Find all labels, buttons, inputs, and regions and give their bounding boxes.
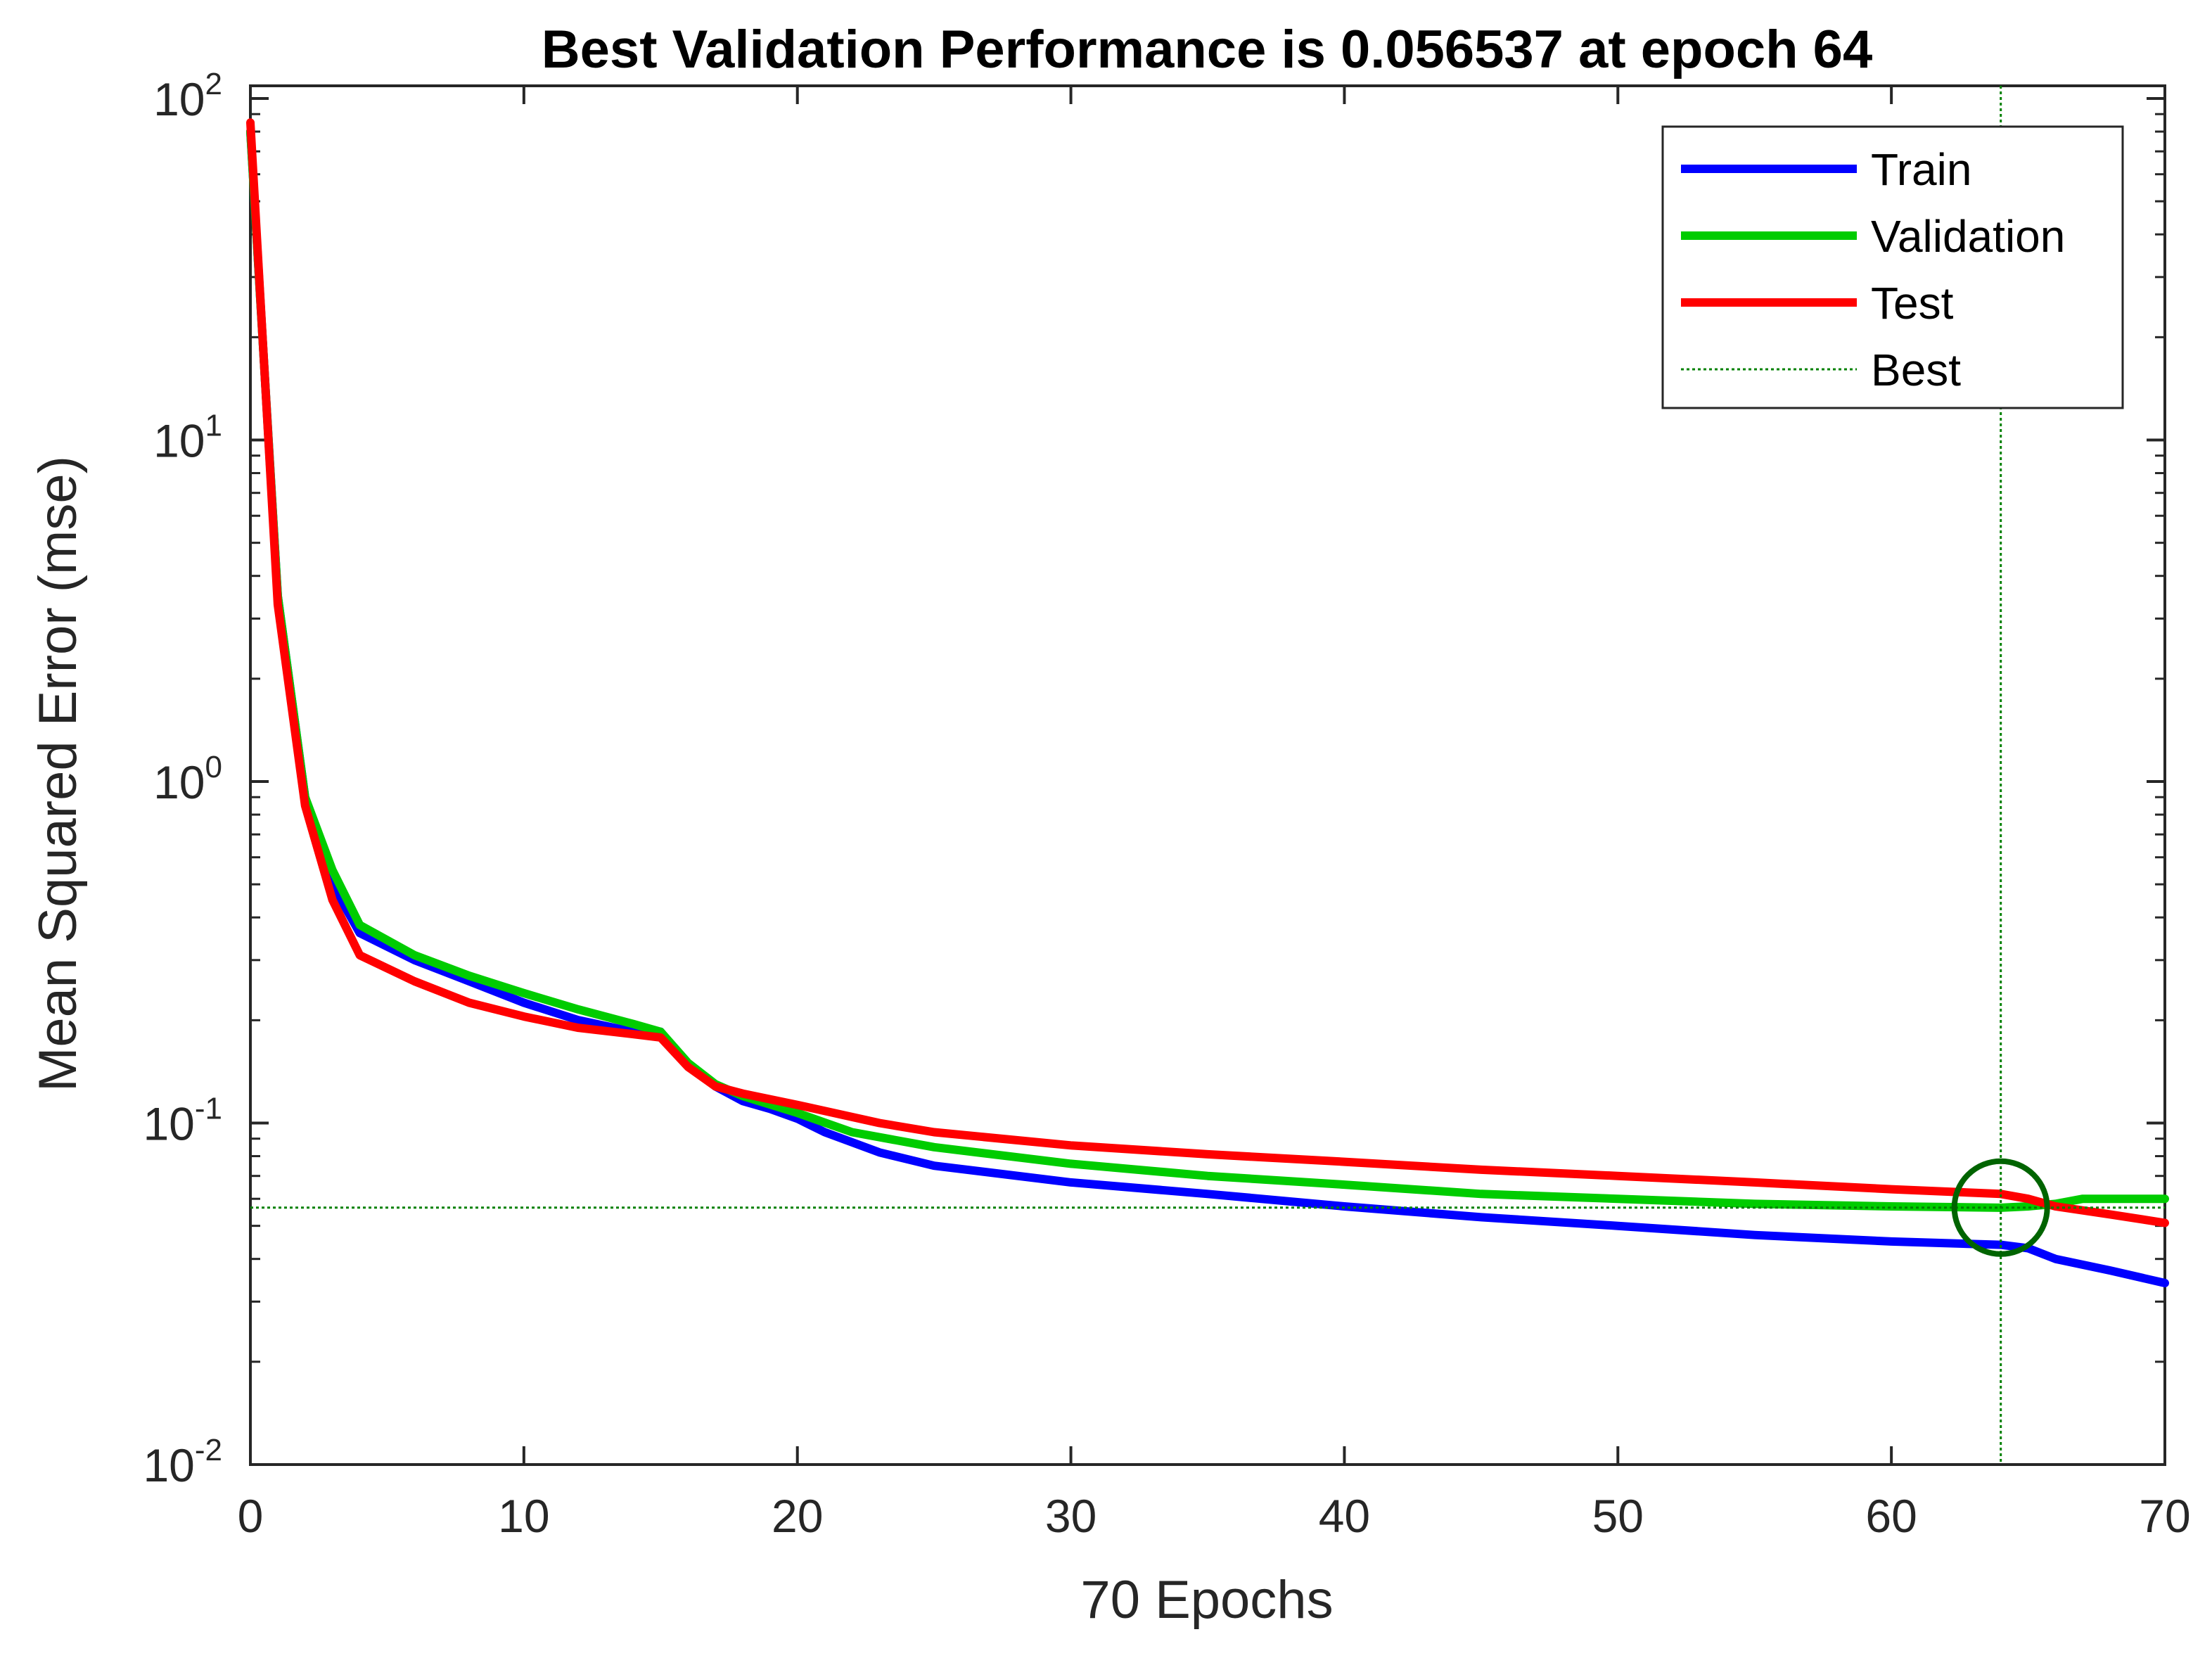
best-marker-layer	[250, 86, 2165, 1465]
x-tick-label: 0	[238, 1490, 264, 1542]
legend: Train Validation Test Best	[1661, 125, 2124, 409]
y-axis: 102 101 100 10-1 10-2	[143, 67, 2165, 1491]
x-tick-label: 70	[2139, 1490, 2190, 1542]
x-tick-label: 30	[1045, 1490, 1097, 1542]
chart-title: Best Validation Performance is 0.056537 …	[542, 20, 1872, 79]
legend-label-best: Best	[1871, 345, 1961, 395]
y-tick-label: 10-1	[143, 1092, 222, 1150]
legend-label-test: Test	[1871, 278, 1954, 329]
y-axis-label: Mean Squared Error (mse)	[28, 456, 88, 1092]
x-tick-label: 10	[498, 1490, 549, 1542]
series-line-train	[246, 127, 2169, 1287]
x-tick-label: 20	[772, 1490, 823, 1542]
plot-area-frame	[249, 84, 2166, 1466]
legend-box	[1661, 125, 2124, 409]
y-tick-label: 100	[153, 750, 222, 808]
series-line-test	[246, 118, 2169, 1227]
x-tick-label: 60	[1865, 1490, 1917, 1542]
x-tick-label: 40	[1319, 1490, 1370, 1542]
x-axis: 0 10 20 30 40 50 60 70	[238, 86, 2191, 1542]
x-tick-label: 50	[1592, 1490, 1644, 1542]
best-point-circle	[1951, 1158, 2050, 1257]
x-axis-label: 70 Epochs	[1080, 1570, 1333, 1630]
legend-label-validation: Validation	[1871, 211, 2065, 262]
y-tick-label: 101	[153, 409, 222, 467]
y-tick-label: 10-2	[143, 1433, 222, 1491]
legend-label-train: Train	[1871, 144, 1971, 195]
y-tick-label: 102	[153, 67, 222, 125]
